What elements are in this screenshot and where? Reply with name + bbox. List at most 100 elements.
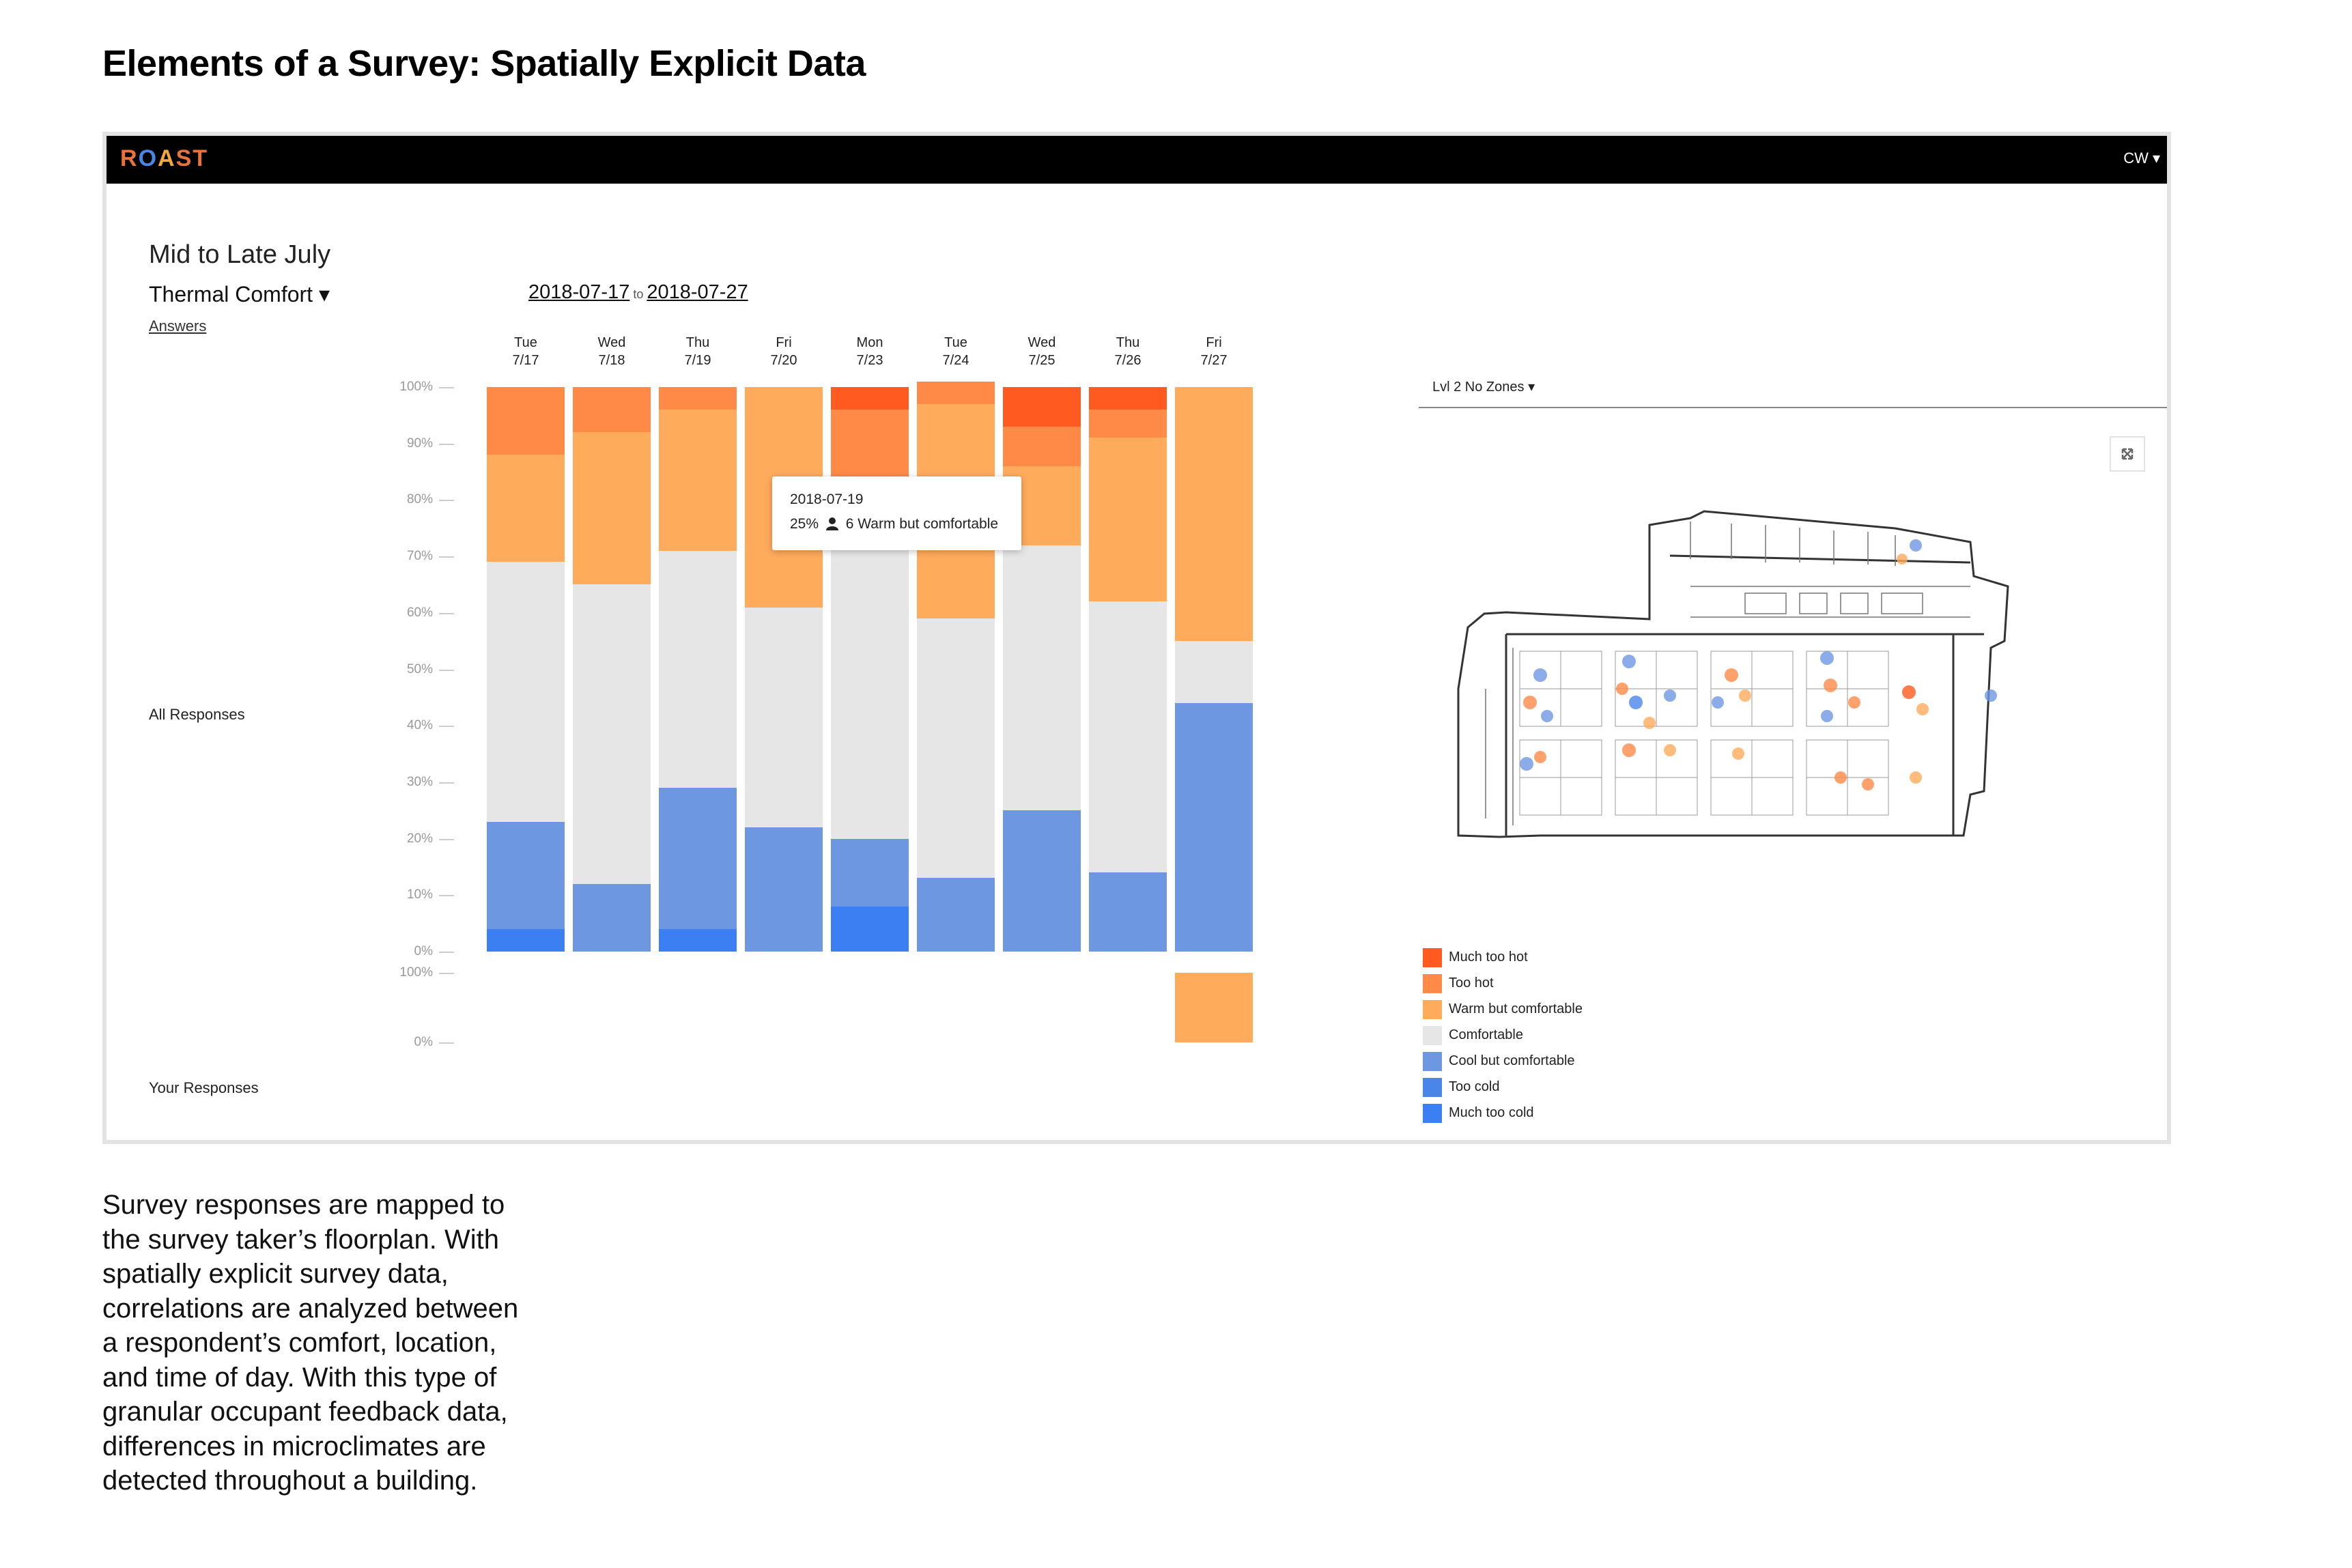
caption-line: detected throughout a building. [102, 1466, 478, 1496]
floorplan-map[interactable] [1445, 491, 2171, 873]
caption-line: and time of day. With this type of [102, 1362, 497, 1393]
logo-letter: S [175, 145, 193, 171]
day-weekday: Fri [1206, 335, 1222, 350]
bar-segment[interactable] [745, 607, 823, 828]
day-weekday: Tue [944, 335, 967, 350]
day-date: 7/18 [598, 353, 625, 368]
bar-segment[interactable] [917, 878, 995, 952]
bar-segment[interactable] [659, 387, 737, 410]
bar-segment[interactable] [745, 827, 823, 952]
logo-letter: R [120, 145, 139, 171]
y-tick-mark [439, 669, 454, 671]
metric-dropdown[interactable]: Thermal Comfort ▾ [149, 282, 330, 307]
caption-line: correlations are analyzed between [102, 1293, 519, 1324]
bar-segment[interactable] [1175, 387, 1253, 642]
bar-segment[interactable] [487, 562, 565, 822]
tooltip-label: Warm but comfortable [858, 516, 999, 532]
bar-segment[interactable] [573, 387, 651, 433]
bar-segment[interactable] [1089, 410, 1167, 438]
bar-segment[interactable] [659, 788, 737, 929]
bar-segment[interactable] [573, 883, 651, 952]
bar-segment[interactable] [1003, 387, 1081, 427]
user-menu[interactable]: CW ▾ [2123, 149, 2160, 167]
legend-label: Too cold [1449, 1079, 1500, 1094]
y-tick-mark [439, 782, 454, 784]
bar-segment[interactable] [1089, 438, 1167, 602]
date-range-separator: to [633, 287, 644, 301]
day-header: Wed 7/25 [997, 334, 1086, 369]
bar-segment[interactable] [1003, 426, 1081, 466]
bar-segment[interactable] [487, 928, 565, 952]
bar-segment[interactable] [659, 928, 737, 952]
your-y-tick-label: 0% [414, 1035, 433, 1049]
y-tick-mark [439, 500, 454, 502]
response-markers [1520, 539, 1997, 790]
caption-line: Survey responses are mapped to [102, 1190, 505, 1220]
bar-segment[interactable] [1089, 387, 1167, 410]
bar-segment[interactable] [1175, 641, 1253, 704]
y-tick-label: 80% [406, 492, 433, 507]
app-screenshot-frame: ROAST CW ▾ Mid to Late July Thermal Comf… [102, 132, 2171, 1144]
day-date: 7/20 [770, 353, 797, 368]
caption-line: spatially explicit survey data, [102, 1259, 449, 1289]
top-nav-bar: ROAST CW ▾ [107, 136, 2167, 184]
tooltip-percent: 25% [790, 516, 819, 532]
day-weekday: Wed [1028, 335, 1056, 350]
bar-segment[interactable] [1175, 703, 1253, 952]
day-header: Tue 7/17 [481, 334, 570, 369]
bar-segment[interactable] [659, 410, 737, 551]
day-weekday: Mon [856, 335, 883, 350]
bar-segment[interactable] [831, 387, 909, 410]
day-weekday: Fri [776, 335, 792, 350]
day-date: 7/17 [512, 353, 539, 368]
caption-line: the survey taker’s floorplan. With [102, 1224, 499, 1255]
bar-segment[interactable] [487, 387, 565, 455]
day-header: Fri 7/20 [739, 334, 828, 369]
your-y-tick-mark [439, 1042, 454, 1044]
bar-segment[interactable] [1003, 545, 1081, 811]
day-date: 7/27 [1200, 353, 1228, 368]
bar-segment[interactable] [487, 821, 565, 929]
bar-segment[interactable] [573, 584, 651, 884]
caption-line: differences in microclimates are [102, 1431, 486, 1462]
bar-segment[interactable] [917, 618, 995, 879]
slide-caption: Survey responses are mapped to the survey… [102, 1188, 580, 1498]
expand-map-button[interactable] [2110, 436, 2145, 472]
y-tick-mark [439, 952, 454, 953]
date-from-input[interactable]: 2018-07-17 [528, 281, 630, 303]
bar-segment[interactable] [573, 432, 651, 585]
bar-segment[interactable] [1003, 810, 1081, 952]
tooltip-count: 6 [845, 516, 854, 532]
bar-segment[interactable] [1089, 872, 1167, 952]
bar-segment[interactable] [487, 455, 565, 562]
bar-segment[interactable] [1089, 601, 1167, 873]
floor-zone-dropdown[interactable]: Lvl 2 No Zones ▾ [1432, 380, 1535, 395]
y-tick-label: 20% [406, 831, 433, 846]
day-header: Fri 7/27 [1170, 334, 1258, 369]
bar-segment[interactable] [831, 522, 909, 839]
day-weekday: Tue [514, 335, 537, 350]
day-weekday: Thu [1116, 335, 1140, 350]
bar-segment[interactable] [831, 906, 909, 952]
slide-title: Elements of a Survey: Spatially Explicit… [102, 43, 866, 84]
your-response-bar[interactable] [1175, 973, 1253, 1042]
bar-segment[interactable] [917, 381, 995, 404]
logo-letter: O [138, 145, 158, 171]
y-tick-mark [439, 612, 454, 614]
bar-segment[interactable] [831, 838, 909, 907]
legend-swatch [1423, 1104, 1442, 1123]
roast-logo[interactable]: ROAST [120, 145, 208, 172]
expand-icon [2121, 448, 2134, 460]
logo-letter: A [158, 145, 176, 171]
bar-segment[interactable] [659, 550, 737, 788]
tooltip-date: 2018-07-19 [790, 491, 864, 507]
legend-swatch [1423, 1052, 1442, 1071]
day-header: Tue 7/24 [911, 334, 1000, 369]
date-to-input[interactable]: 2018-07-27 [647, 281, 748, 303]
legend-swatch [1423, 948, 1442, 967]
day-header: Wed 7/18 [567, 334, 656, 369]
legend-label: Much too hot [1449, 950, 1528, 965]
y-tick-mark [439, 387, 454, 388]
day-date: 7/26 [1114, 353, 1142, 368]
answers-link[interactable]: Answers [149, 317, 207, 334]
